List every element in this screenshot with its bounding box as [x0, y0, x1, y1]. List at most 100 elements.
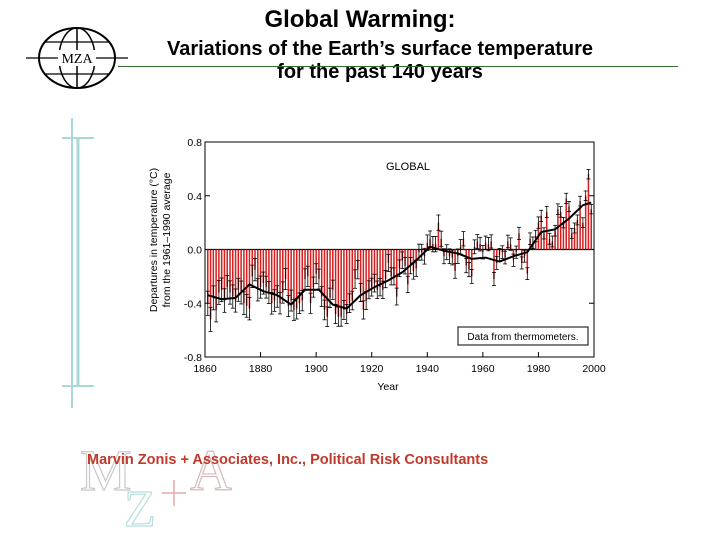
- anomaly-bar: [559, 211, 562, 250]
- anomaly-bar: [268, 249, 270, 293]
- anomaly-bar: [304, 249, 306, 280]
- anomaly-bar: [565, 198, 567, 250]
- anomaly-bar: [234, 249, 237, 301]
- header-divider: [118, 66, 678, 67]
- anomaly-bar: [573, 228, 576, 250]
- anomaly-bar: [295, 249, 298, 309]
- x-tick-label: 1880: [249, 363, 273, 375]
- x-tick-label: 1920: [360, 363, 384, 375]
- mza-globe-logo: MZA: [26, 27, 128, 89]
- logo-text: MZA: [61, 52, 93, 67]
- anomaly-bar: [493, 249, 495, 280]
- y-axis-label-line1: Departures in temperature (°C): [148, 168, 160, 312]
- anomaly-bar: [370, 249, 373, 288]
- anomaly-bar: [262, 249, 265, 284]
- anomaly-bar: [232, 249, 234, 297]
- anomaly-bar: [220, 249, 223, 290]
- anomaly-bar: [212, 249, 215, 298]
- anomaly-bar: [357, 249, 359, 270]
- anomaly-bar: [259, 249, 262, 288]
- y-tick-label: 0.8: [187, 137, 202, 149]
- anomaly-bar: [543, 233, 545, 250]
- anomaly-bar: [329, 249, 331, 298]
- anomaly-bar: [579, 201, 581, 250]
- anomaly-bar: [248, 249, 251, 309]
- anomaly-bar: [345, 249, 348, 314]
- anomaly-bar: [590, 209, 592, 250]
- anomaly-bar: [354, 249, 356, 280]
- anomaly-bar: [251, 249, 253, 277]
- anomaly-bar: [534, 236, 537, 250]
- anomaly-bar: [337, 249, 340, 317]
- anomaly-bar: [279, 249, 281, 304]
- anomaly-bar: [526, 249, 529, 274]
- anomaly-bar: [576, 219, 579, 250]
- x-tick-label: 1960: [471, 363, 495, 375]
- anomaly-bar: [298, 249, 301, 304]
- anomaly-bar: [368, 249, 370, 290]
- anomaly-bar: [348, 249, 351, 304]
- anomaly-bar: [393, 249, 395, 277]
- anomaly-bar: [412, 249, 415, 271]
- y-tick-label: 0.4: [187, 191, 202, 203]
- anomaly-bar: [340, 249, 342, 317]
- anomaly-bar: [379, 249, 381, 288]
- anomaly-bar: [237, 249, 240, 290]
- anomaly-bar: [312, 249, 315, 288]
- anomaly-bar: [568, 206, 570, 250]
- anomaly-bar: [240, 249, 242, 293]
- anomaly-bar: [273, 249, 276, 301]
- page-subtitle-line1: Variations of the Earth’s surface temper…: [166, 38, 594, 60]
- anomaly-bar: [243, 249, 245, 304]
- anomaly-bar: [454, 249, 456, 271]
- anomaly-bar: [270, 249, 273, 304]
- anomaly-bar: [332, 249, 334, 290]
- anomaly-bar: [415, 249, 417, 269]
- chart-title: GLOBAL: [386, 161, 430, 173]
- smoothed-trend-line: [207, 201, 592, 310]
- y-axis-label-line2: from the 1961–1990 average: [161, 172, 173, 307]
- x-tick-label: 1900: [304, 363, 328, 375]
- x-tick-label: 1860: [193, 363, 217, 375]
- y-tick-label: 0.0: [187, 245, 202, 257]
- anomaly-bar: [343, 249, 345, 310]
- anomaly-bar: [437, 222, 440, 250]
- anomaly-bar: [290, 249, 292, 301]
- mza-watermark: M Z A: [79, 437, 232, 528]
- anomaly-bar: [318, 249, 320, 280]
- anomaly-bar: [307, 249, 309, 277]
- watermark-letter-m: M: [80, 438, 132, 503]
- anomaly-bar: [376, 249, 379, 290]
- anomaly-bar: [209, 249, 212, 320]
- anomaly-bar: [359, 249, 362, 293]
- anomaly-bar: [384, 249, 387, 280]
- anomaly-bar: [309, 249, 312, 304]
- anomaly-bar: [257, 249, 259, 290]
- anomaly-bar: [562, 222, 565, 250]
- anomaly-bar: [323, 249, 326, 310]
- anomaly-bar: [276, 249, 279, 297]
- anomaly-bar: [518, 233, 520, 250]
- anomaly-bar: [229, 249, 231, 293]
- page-subtitle-line2: for the past 140 years: [277, 61, 483, 83]
- anomaly-bar: [320, 249, 323, 297]
- anomaly-bar: [587, 174, 590, 250]
- watermark-plus-icon: [162, 480, 186, 506]
- anomaly-bar: [284, 249, 287, 280]
- anomaly-bar: [382, 249, 384, 290]
- decorative-bracket: [62, 118, 94, 408]
- x-tick-label: 1980: [527, 363, 551, 375]
- anomaly-bar: [326, 249, 329, 317]
- y-tick-label: -0.4: [184, 298, 202, 310]
- watermark-letter-z: Z: [124, 481, 156, 528]
- anomaly-bar: [398, 249, 401, 269]
- watermark-letter-a: A: [190, 438, 232, 503]
- anomaly-bar: [351, 249, 354, 301]
- x-axis-label: Year: [377, 381, 399, 393]
- anomaly-bar: [362, 249, 365, 310]
- anomaly-bar: [215, 249, 217, 310]
- anomaly-bar: [571, 233, 573, 250]
- anomaly-bar: [293, 249, 295, 310]
- anomaly-bar: [390, 249, 392, 277]
